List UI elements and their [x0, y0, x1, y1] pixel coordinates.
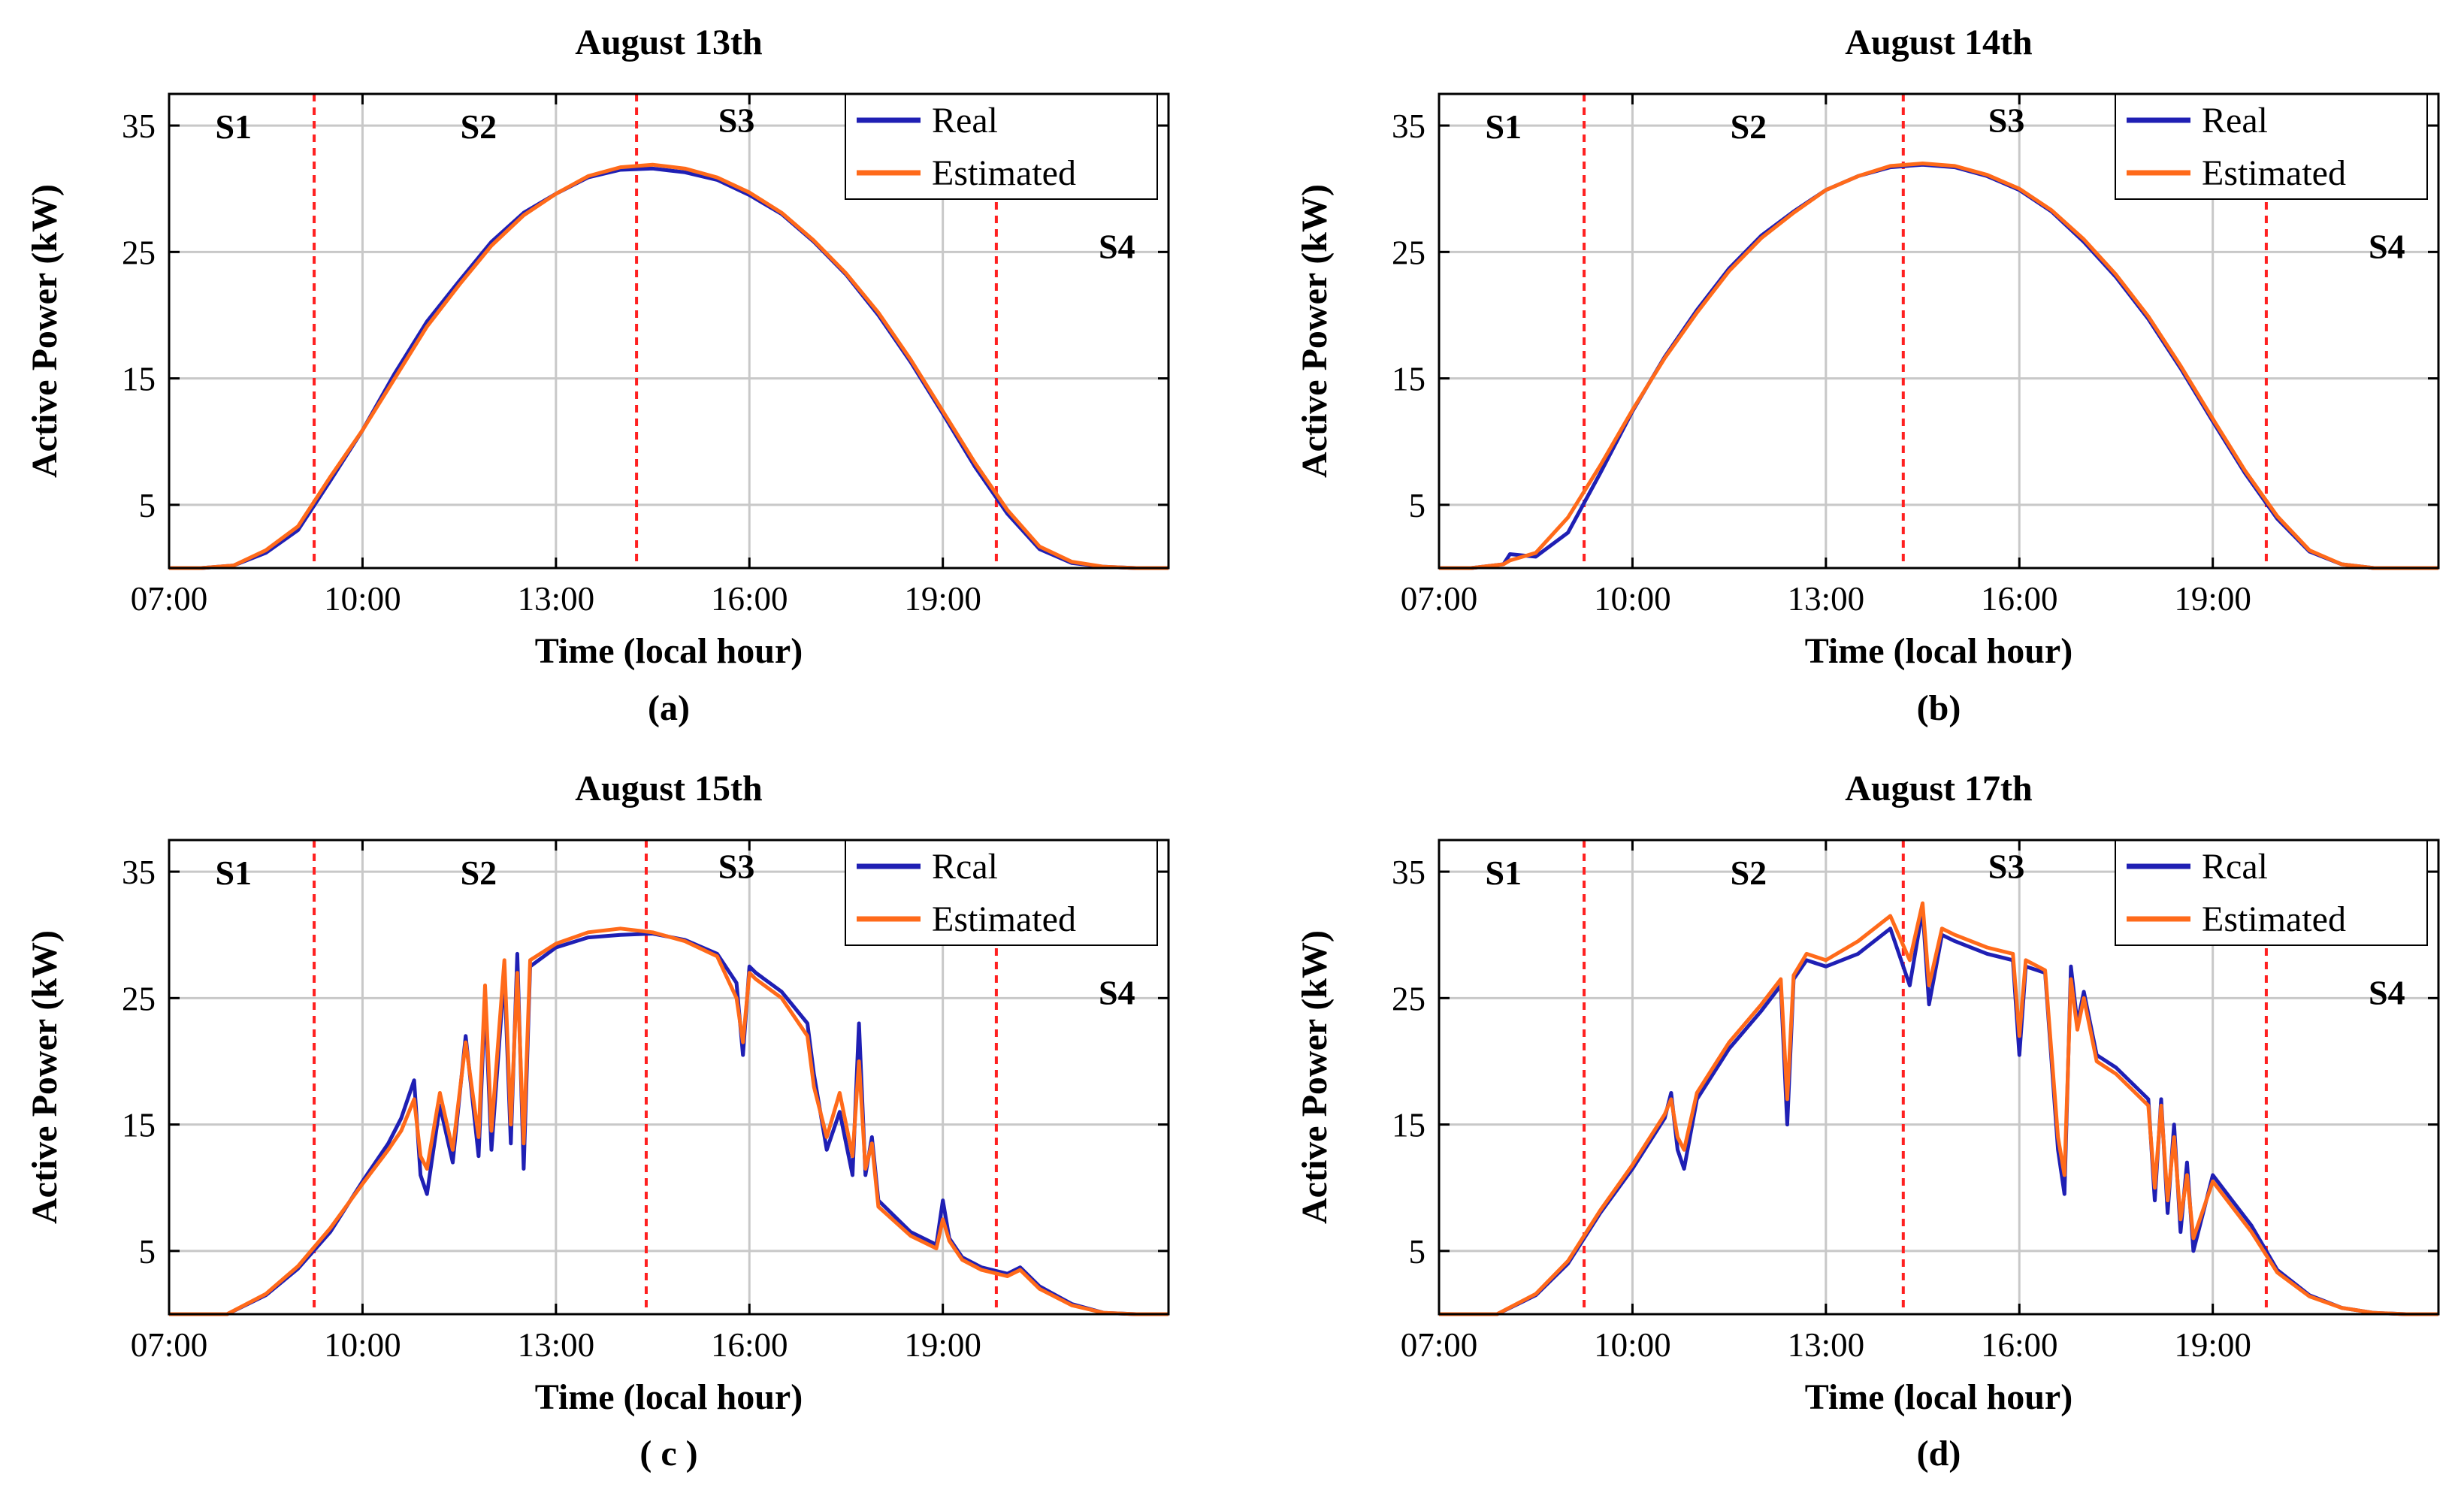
segment-label: S3	[1988, 101, 2025, 139]
y-tick-label: 25	[1392, 980, 1425, 1017]
y-tick-label: 15	[122, 1107, 156, 1144]
x-tick-label: 16:00	[1981, 580, 2058, 618]
x-tick-label: 13:00	[518, 1326, 595, 1364]
subfigure-label: ( c )	[639, 1434, 697, 1473]
y-tick-label: 5	[1409, 1233, 1426, 1271]
segment-label: S1	[1486, 107, 1522, 146]
plot-area-frame	[1438, 839, 2440, 1316]
segment-label: S4	[2369, 228, 2405, 266]
legend-box	[2115, 839, 2428, 946]
y-tick-label: 15	[122, 361, 156, 398]
legend-box	[845, 93, 1158, 200]
estimated-series-line	[1439, 901, 2438, 1316]
x-tick-label: 13:00	[1788, 580, 1865, 618]
y-tick-label: 35	[122, 854, 156, 891]
y-axis-label: Active Power (kW)	[1295, 930, 1335, 1224]
chart-panel-1: August 13th 07:00 10:00 13:00 16:00 19:00 5 15 2…	[25, 23, 1170, 728]
x-tick-label: 19:00	[2174, 580, 2251, 618]
chart-title: August 17th	[1845, 769, 2032, 808]
estimated-series-line	[1439, 162, 2438, 570]
x-axis-label: Time (local hour)	[1805, 1377, 2072, 1417]
x-tick-label: 07:00	[1401, 580, 1478, 618]
estimated-series-line	[169, 926, 1169, 1316]
segment-label: S4	[2369, 974, 2405, 1012]
x-tick-label: 13:00	[1788, 1326, 1865, 1364]
x-tick-label: 10:00	[324, 580, 401, 618]
legend-label-estimated: Estimated	[2202, 899, 2346, 939]
y-tick-label: 35	[1392, 854, 1425, 891]
x-tick-label: 10:00	[324, 1326, 401, 1364]
x-tick-label: 07:00	[131, 580, 208, 618]
x-tick-label: 16:00	[711, 1326, 788, 1364]
y-tick-label: 25	[122, 980, 156, 1017]
real-series-line	[1439, 908, 2438, 1316]
x-tick-label: 16:00	[1981, 1326, 2058, 1364]
y-axis-label: Active Power (kW)	[1295, 184, 1335, 478]
y-tick-label: 25	[1392, 234, 1425, 271]
legend-label-real: Real	[932, 101, 998, 141]
real-series-line	[169, 166, 1169, 570]
legend-label-estimated: Estimated	[932, 899, 1076, 939]
y-tick-label: 35	[1392, 107, 1425, 145]
x-tick-label: 07:00	[131, 1326, 208, 1364]
x-axis-label: Time (local hour)	[535, 631, 803, 671]
x-tick-label: 19:00	[904, 1326, 981, 1364]
segment-label: S2	[1731, 107, 1767, 146]
y-tick-label: 5	[1409, 487, 1426, 524]
x-tick-label: 19:00	[904, 580, 981, 618]
plot-area-frame	[168, 92, 1170, 570]
legend-label-real: Rcal	[932, 847, 998, 887]
segment-label: S3	[1988, 847, 2025, 885]
y-tick-label: 15	[1392, 1107, 1425, 1144]
x-tick-label: 16:00	[711, 580, 788, 618]
segment-label: S1	[216, 854, 252, 892]
real-series-line	[1439, 162, 2438, 570]
chart-panel-4: August 17th 07:00 10:00 13:00 16:00 19:00 5 15 2…	[1295, 769, 2440, 1473]
y-tick-label: 25	[122, 234, 156, 271]
legend-label-real: Rcal	[2202, 847, 2268, 887]
chart-panel-2: August 14th 07:00 10:00 13:00 16:00 19:00 5 15 2…	[1295, 23, 2440, 728]
segment-label: S4	[1099, 974, 1135, 1012]
chart-title: August 13th	[575, 23, 762, 62]
segment-label: S3	[718, 101, 755, 139]
x-axis-label: Time (local hour)	[535, 1377, 803, 1417]
subfigure-label: (d)	[1917, 1434, 1961, 1473]
segment-label: S1	[1486, 854, 1522, 892]
plot-area-frame	[168, 839, 1170, 1316]
y-tick-label: 5	[139, 487, 156, 524]
estimated-series-line	[169, 162, 1169, 570]
segment-label: S2	[1731, 854, 1767, 892]
segment-label: S1	[216, 107, 252, 146]
y-tick-label: 35	[122, 107, 156, 145]
subfigure-label: (b)	[1917, 688, 1961, 728]
subfigure-label: (a)	[648, 688, 690, 728]
x-tick-label: 10:00	[1594, 580, 1671, 618]
x-tick-label: 13:00	[518, 580, 595, 618]
y-tick-label: 15	[1392, 361, 1425, 398]
x-tick-label: 19:00	[2174, 1326, 2251, 1364]
chart-title: August 15th	[575, 769, 762, 808]
legend-label-estimated: Estimated	[2202, 153, 2346, 193]
segment-label: S4	[1099, 228, 1135, 266]
y-axis-label: Active Power (kW)	[25, 184, 65, 478]
legend-box	[845, 839, 1158, 946]
x-tick-label: 07:00	[1401, 1326, 1478, 1364]
segment-label: S3	[718, 847, 755, 885]
y-axis-label: Active Power (kW)	[25, 930, 65, 1224]
x-tick-label: 10:00	[1594, 1326, 1671, 1364]
chart-title: August 14th	[1845, 23, 2032, 62]
legend-box	[2115, 93, 2428, 200]
plot-area-frame	[1438, 92, 2440, 570]
y-tick-label: 5	[139, 1233, 156, 1271]
legend-label-real: Real	[2202, 101, 2268, 141]
legend-label-estimated: Estimated	[932, 153, 1076, 193]
chart-panel-3: August 15th 07:00 10:00 13:00 16:00 19:00 5 15 2…	[25, 769, 1170, 1473]
segment-label: S2	[461, 107, 497, 146]
x-axis-label: Time (local hour)	[1805, 631, 2072, 671]
segment-label: S2	[461, 854, 497, 892]
